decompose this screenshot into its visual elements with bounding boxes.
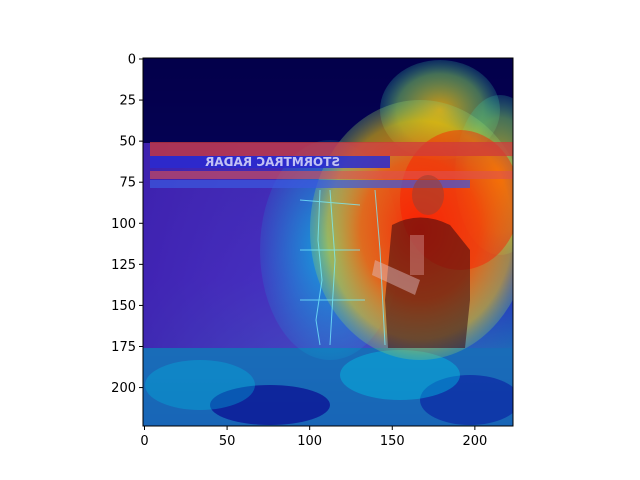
y-axis: 0 25 50 75 100 125 150 175 200	[111, 53, 143, 396]
plot-frame	[142, 57, 514, 427]
presenter-figure	[372, 175, 470, 348]
y-tick-label: 150	[111, 299, 136, 314]
y-tick-label: 50	[119, 135, 136, 150]
x-tick-label: 0	[140, 434, 148, 449]
x-tick-label: 200	[462, 434, 487, 449]
x-axis: 0 50 100 150 200	[140, 426, 487, 449]
y-tick-label: 25	[119, 94, 136, 109]
y-tick-label: 0	[128, 53, 136, 68]
x-tick-label: 50	[219, 434, 236, 449]
y-tick-label: 200	[111, 381, 136, 396]
x-tick-label: 100	[297, 434, 322, 449]
banner-title: STORMTRAC RADAR	[205, 155, 340, 169]
x-tick-label: 150	[380, 434, 405, 449]
y-tick-label: 75	[119, 176, 136, 191]
radar-map-lines	[299, 189, 386, 346]
y-tick-label: 100	[111, 217, 136, 232]
y-tick-label: 175	[111, 340, 136, 355]
y-tick-label: 125	[111, 258, 136, 273]
heatmap-image: STORMTRAC RADAR	[143, 58, 513, 426]
